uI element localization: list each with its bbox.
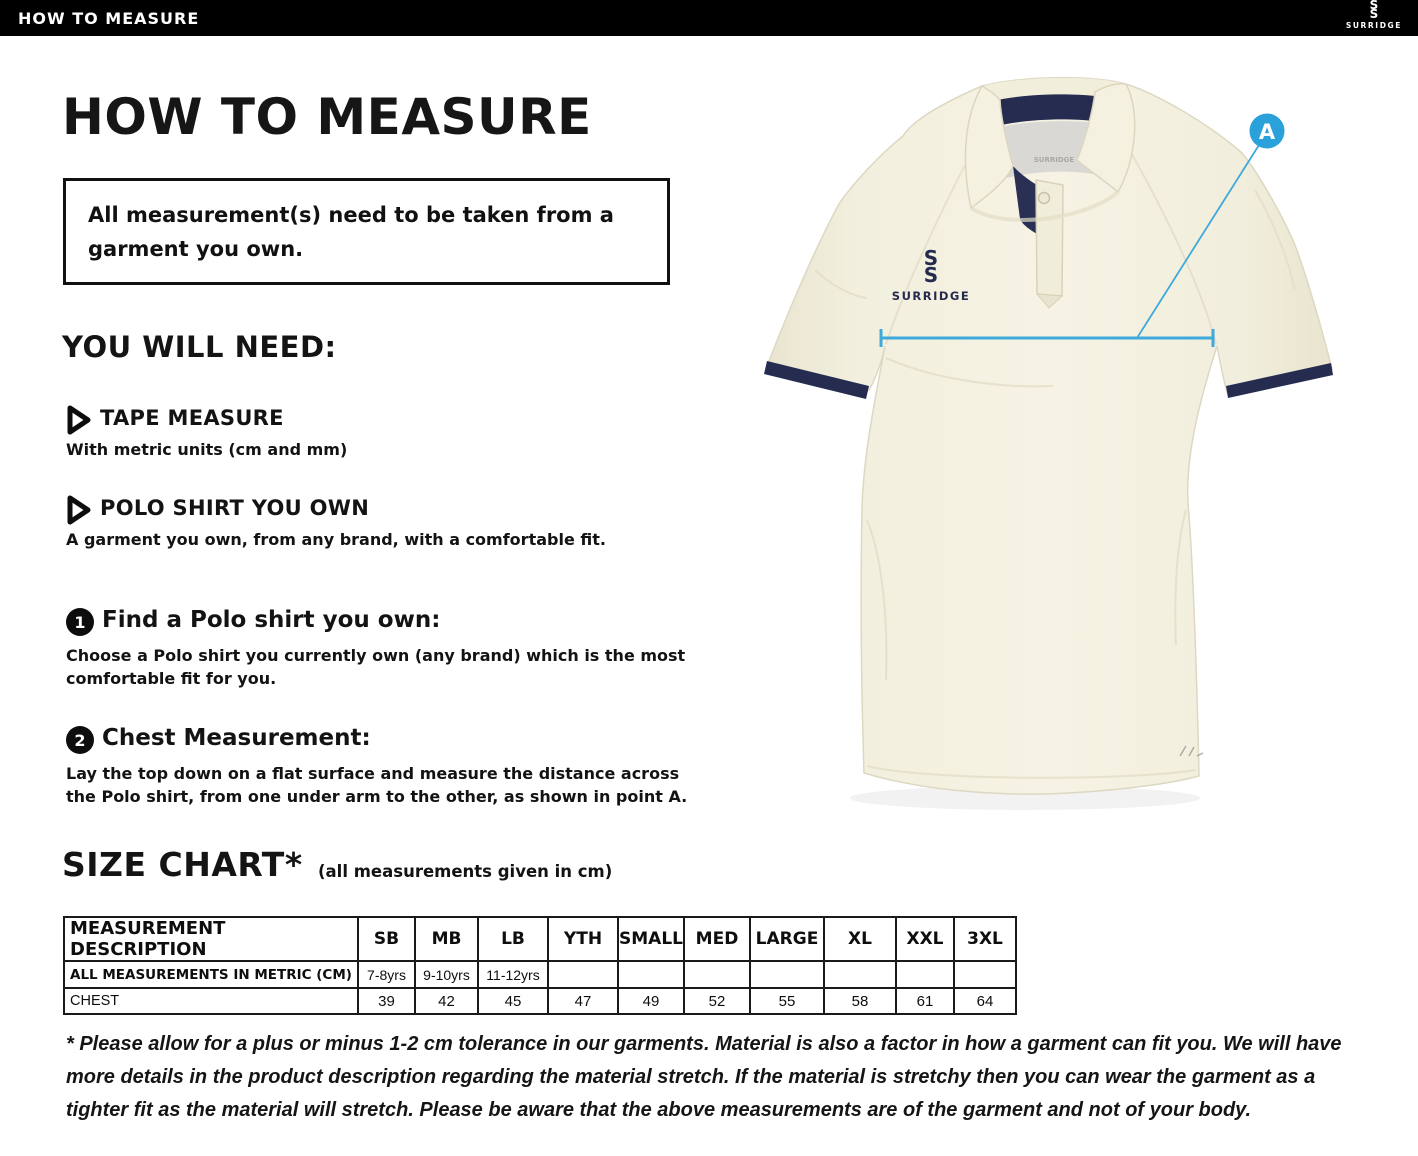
row-label: CHEST <box>63 987 359 1015</box>
button <box>1037 191 1051 205</box>
cell: 58 <box>823 987 897 1015</box>
column-header: MEASUREMENT DESCRIPTION <box>63 916 359 962</box>
cell <box>547 960 619 989</box>
chest-logo-text: SURRIDGE <box>892 289 970 303</box>
footnote-line: * Please allow for a plus or minus 1-2 c… <box>66 1033 1342 1055</box>
need-item-description: A garment you own, from any brand, with … <box>66 530 606 549</box>
step-number-badge: 2 <box>66 726 94 754</box>
triangle-bullet-icon <box>67 405 91 435</box>
point-a-marker <box>1249 113 1285 149</box>
collar-right-leaf <box>1076 83 1136 194</box>
size-chart-heading: SIZE CHART* <box>62 845 303 884</box>
column-header: 3XL <box>953 916 1017 962</box>
step-title: Chest Measurement: <box>102 725 371 751</box>
header-title: HOW TO MEASURE <box>18 8 200 28</box>
right-cuff-trim <box>1226 363 1333 398</box>
need-item-label: POLO SHIRT YOU OWN <box>100 496 370 520</box>
column-header: LARGE <box>749 916 825 962</box>
page-title: HOW TO MEASURE <box>62 88 592 146</box>
hem-logo-mark <box>1179 745 1204 757</box>
step-title: Find a Polo shirt you own: <box>102 607 441 633</box>
column-header: MED <box>683 916 751 962</box>
table-row: ALL MEASUREMENTS IN METRIC (CM) 7-8yrs 9… <box>63 960 1017 989</box>
collar-left-leaf <box>964 84 1014 210</box>
column-header: MB <box>414 916 479 962</box>
note-line-1: All measurement(s) need to be taken from… <box>88 203 614 227</box>
step-number-badge: 1 <box>66 608 94 636</box>
tolerance-footnote: * Please allow for a plus or minus 1-2 c… <box>66 1028 1342 1127</box>
table-header-row: MEASUREMENT DESCRIPTION SB MB LB YTH SMA… <box>63 916 1017 962</box>
step-description: Choose a Polo shirt you currently own (a… <box>66 646 686 688</box>
size-chart-table: MEASUREMENT DESCRIPTION SB MB LB YTH SMA… <box>63 916 1017 1015</box>
pointer-line <box>1136 144 1260 339</box>
column-header: XL <box>823 916 897 962</box>
cell <box>823 960 897 989</box>
left-cuff-trim <box>764 361 869 399</box>
cell: 42 <box>414 987 479 1015</box>
cell: 39 <box>357 987 416 1015</box>
cell <box>617 960 685 989</box>
cell: 9-10yrs <box>414 960 479 989</box>
placket-fold <box>1035 293 1064 309</box>
cell <box>749 960 825 989</box>
size-chart-subheading: (all measurements given in cm) <box>318 862 613 881</box>
neck-label-text: SURRIDGE <box>1034 156 1075 164</box>
surridge-logo-text: SURRIDGE <box>1345 21 1402 30</box>
column-header: XXL <box>895 916 955 962</box>
cell: 11-12yrs <box>477 960 549 989</box>
step-description: Lay the top down on a flat surface and m… <box>66 764 688 806</box>
cell: 52 <box>683 987 751 1015</box>
cell: 45 <box>477 987 549 1015</box>
collar-shadow <box>969 190 1120 222</box>
column-header: YTH <box>547 916 619 962</box>
cell: 7-8yrs <box>357 960 416 989</box>
column-header: LB <box>477 916 549 962</box>
cell: 55 <box>749 987 825 1015</box>
cell <box>895 960 955 989</box>
footnote-line: more details in the product description … <box>66 1066 1316 1088</box>
shirt-shadow <box>850 786 1200 810</box>
cell: 49 <box>617 987 685 1015</box>
need-item-label: TAPE MEASURE <box>100 406 284 430</box>
triangle-bullet-icon <box>67 495 91 525</box>
you-will-need-heading: YOU WILL NEED: <box>62 330 337 364</box>
shirt-body <box>765 78 1333 795</box>
row-label: ALL MEASUREMENTS IN METRIC (CM) <box>63 960 359 989</box>
cell <box>953 960 1017 989</box>
point-a-label: A <box>1259 120 1276 144</box>
cell: 61 <box>895 987 955 1015</box>
column-header: SMALL <box>617 916 685 962</box>
footnote-line: tighter fit as the material will stretch… <box>66 1099 1252 1121</box>
chest-measure-line <box>879 144 1260 347</box>
measurement-note-box: All measurement(s) need to be taken from… <box>63 178 670 285</box>
table-row: CHEST 39 42 45 47 49 52 55 58 61 64 <box>63 987 1017 1015</box>
cell <box>683 960 751 989</box>
note-line-2: garment you own. <box>88 237 304 261</box>
need-item-description: With metric units (cm and mm) <box>66 440 348 459</box>
cell: 47 <box>547 987 619 1015</box>
collar-navy-band <box>986 94 1122 128</box>
cell: 64 <box>953 987 1017 1015</box>
column-header: SB <box>357 916 416 962</box>
